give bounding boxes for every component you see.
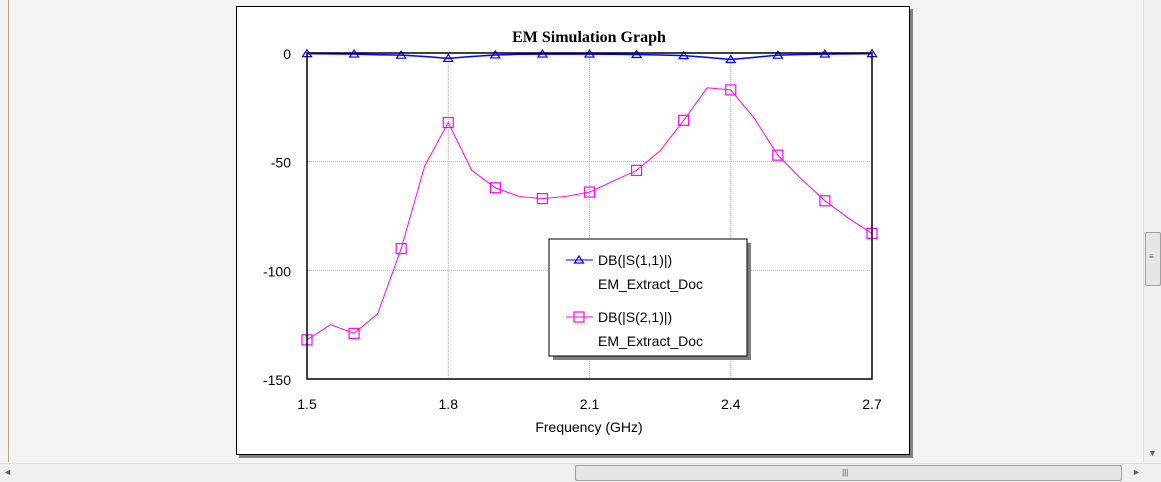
triangle-marker [442, 53, 454, 63]
scroll-right-arrow-icon[interactable]: ► [1132, 467, 1141, 477]
y-tick-label: -100 [263, 263, 291, 279]
square-marker [583, 186, 596, 198]
legend: DB(|S(1,1)|) EM_Extract_Doc DB(|S(2,1)|) EM… [548, 238, 751, 360]
triangle-marker [678, 50, 690, 60]
square-marker [348, 327, 360, 339]
series-1 [301, 48, 878, 64]
y-tick-label: 0 [283, 46, 291, 62]
square-marker [395, 243, 407, 255]
legend-series-source: EM_Extract_Doc [598, 333, 703, 349]
square-marker [489, 182, 501, 194]
scroll-left-arrow-icon[interactable]: ◄ [3, 467, 12, 477]
chart-panel: EM Simulation Graph Frequency (GHz) 1.5 1… [236, 6, 910, 455]
legend-series-name: DB(|S(1,1)|) [598, 252, 672, 268]
legend-box [548, 238, 748, 357]
x-tick-label: 2.1 [580, 396, 600, 412]
x-tick-label: 1.5 [297, 396, 317, 412]
y-tick-label: -150 [263, 372, 291, 388]
square-marker [678, 114, 690, 126]
plot-area-border [306, 52, 873, 380]
horizontal-scroll-thumb[interactable]: ||| [575, 465, 1122, 481]
em-simulation-chart: EM Simulation Graph Frequency (GHz) 1.5 1… [263, 29, 882, 435]
x-tick-label: 2.4 [721, 396, 741, 412]
triangle-marker [630, 49, 643, 59]
grip-icon: ≡ [1149, 252, 1154, 261]
grip-icon: ||| [842, 468, 849, 477]
series-line [306, 52, 873, 61]
square-marker [442, 116, 454, 129]
vertical-scrollbar[interactable]: ≡ ▼ [1143, 0, 1161, 462]
series-line [306, 87, 873, 341]
scroll-down-arrow-icon[interactable]: ▼ [1148, 448, 1157, 458]
triangle-marker [395, 50, 407, 59]
square-marker [772, 149, 784, 161]
square-marker [819, 195, 831, 207]
square-marker [536, 193, 549, 205]
legend-square-marker [573, 311, 585, 323]
legend-series-name: DB(|S(2,1)|) [598, 309, 672, 325]
square-marker [630, 164, 643, 176]
vertical-scroll-thumb[interactable]: ≡ [1145, 232, 1161, 286]
triangle-marker [772, 50, 784, 59]
triangle-marker [489, 49, 501, 59]
series-2 [301, 84, 878, 346]
y-tick-label: -50 [271, 155, 291, 171]
square-marker [725, 84, 737, 96]
chart-title: EM Simulation Graph [512, 29, 666, 46]
legend-triangle-marker [573, 254, 585, 264]
legend-series-source: EM_Extract_Doc [598, 276, 703, 292]
horizontal-scrollbar[interactable]: ◄ ||| ► [0, 463, 1161, 482]
triangle-marker [725, 54, 737, 64]
x-tick-label: 1.8 [439, 396, 459, 412]
x-tick-label: 2.7 [862, 396, 882, 412]
x-axis-label: Frequency (GHz) [535, 419, 642, 435]
